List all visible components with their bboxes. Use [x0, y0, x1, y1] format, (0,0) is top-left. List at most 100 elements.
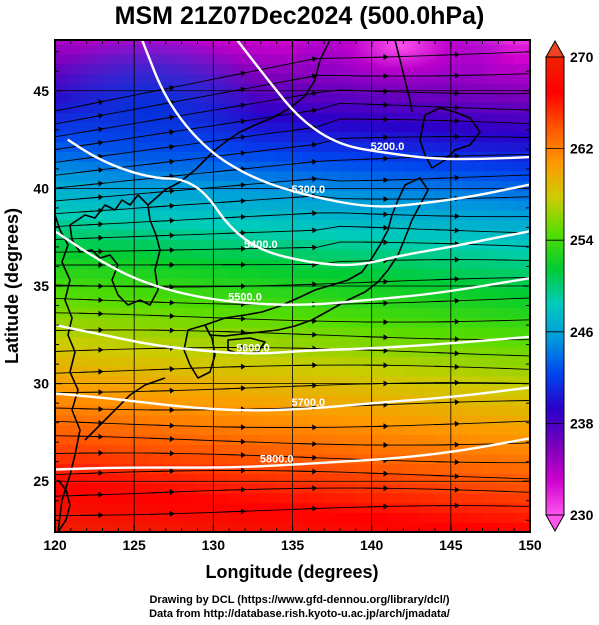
temp-cell [403, 327, 420, 338]
wind-arrow [363, 347, 389, 354]
temp-cell [229, 463, 246, 475]
temp-cell [324, 200, 341, 211]
temp-cell [387, 493, 404, 504]
temp-cell [276, 131, 294, 143]
wind-arrow [149, 366, 175, 373]
wind-arrow [363, 380, 389, 387]
temp-cell [245, 395, 262, 406]
temp-cell [514, 258, 530, 270]
temp-cell [150, 336, 167, 348]
temp-cell [150, 346, 167, 357]
temp-cell [482, 278, 499, 289]
wind-arrow [221, 150, 246, 157]
temp-cell [245, 424, 262, 435]
temp-cell [245, 512, 262, 523]
temp-cell [514, 219, 530, 230]
temp-cell [482, 493, 499, 504]
temp-cell [150, 483, 167, 494]
temp-cell [340, 385, 357, 396]
temp-cell [514, 268, 530, 279]
temp-cell [435, 141, 452, 152]
temp-cell [245, 151, 262, 162]
x-tick-label: 150 [518, 537, 542, 553]
temp-cell [482, 141, 499, 152]
temp-cell [355, 161, 373, 172]
temp-cell [340, 170, 357, 182]
temp-cell [86, 297, 104, 309]
temp-cell [245, 268, 262, 279]
temp-cell [260, 385, 278, 396]
temp-cell [276, 356, 294, 367]
temp-cell [118, 248, 135, 260]
temp-cell [70, 512, 88, 523]
temp-cell [450, 161, 468, 172]
temp-cell [435, 424, 452, 435]
temp-cell [466, 151, 484, 162]
temp-cell [482, 317, 499, 328]
temp-cell [134, 288, 151, 299]
temp-cell [260, 327, 278, 338]
temp-cell [276, 268, 294, 279]
temp-cell [150, 297, 167, 309]
temp-cell [229, 444, 246, 455]
height-contour-label: 5500.0 [228, 292, 262, 304]
temp-cell [355, 219, 373, 230]
temp-cell [514, 346, 530, 357]
temp-cell [213, 522, 230, 532]
temp-cell [387, 336, 404, 348]
temp-cell [165, 483, 183, 494]
temp-cell [514, 190, 530, 201]
temp-cell [419, 346, 436, 357]
temp-cell [371, 473, 389, 484]
temp-cell [435, 346, 452, 357]
temp-cell [260, 200, 278, 211]
temp-cell [403, 336, 420, 348]
x-axis-label: Longitude (degrees) [205, 562, 378, 582]
temp-cell [435, 327, 452, 338]
temp-cell [150, 317, 167, 328]
temp-cell [466, 483, 484, 494]
temp-cell [55, 288, 72, 299]
temp-cell [292, 356, 309, 367]
temp-cell [340, 356, 357, 367]
temp-cell [165, 346, 183, 357]
temp-cell [118, 278, 135, 289]
temp-cell [181, 278, 199, 289]
temp-cell [355, 327, 373, 338]
wind-arrow [78, 140, 104, 147]
temp-cell [498, 288, 515, 299]
temp-cell [181, 288, 199, 299]
temp-cell [213, 40, 230, 45]
temp-cell [450, 258, 468, 270]
temp-cell [213, 356, 230, 367]
temp-cell [165, 327, 183, 338]
temp-cell [482, 161, 499, 172]
temp-cell [514, 522, 530, 532]
temp-cell [419, 219, 436, 230]
wind-arrow [221, 385, 246, 392]
temp-cell [355, 405, 373, 416]
temp-cell [308, 473, 325, 484]
temp-cell [308, 395, 325, 406]
temp-cell [150, 453, 167, 465]
temp-cell [197, 327, 214, 338]
temp-cell [102, 375, 119, 387]
temp-cell [165, 473, 183, 484]
temp-cell [340, 239, 357, 250]
temp-cell [308, 239, 325, 250]
temp-cell [150, 200, 167, 211]
temp-cell [324, 122, 341, 133]
temp-cell [498, 209, 515, 221]
temp-cell [466, 268, 484, 279]
temp-cell [435, 385, 452, 396]
temp-cell [450, 307, 468, 318]
temp-cell [181, 327, 199, 338]
temp-cell [276, 190, 294, 201]
temp-cell [276, 375, 294, 387]
temp-cell [181, 239, 199, 250]
temp-cell [229, 375, 246, 387]
temp-cell [165, 268, 183, 279]
temp-cell [403, 473, 420, 484]
temp-cell [292, 248, 309, 260]
temp-cell [466, 200, 484, 211]
